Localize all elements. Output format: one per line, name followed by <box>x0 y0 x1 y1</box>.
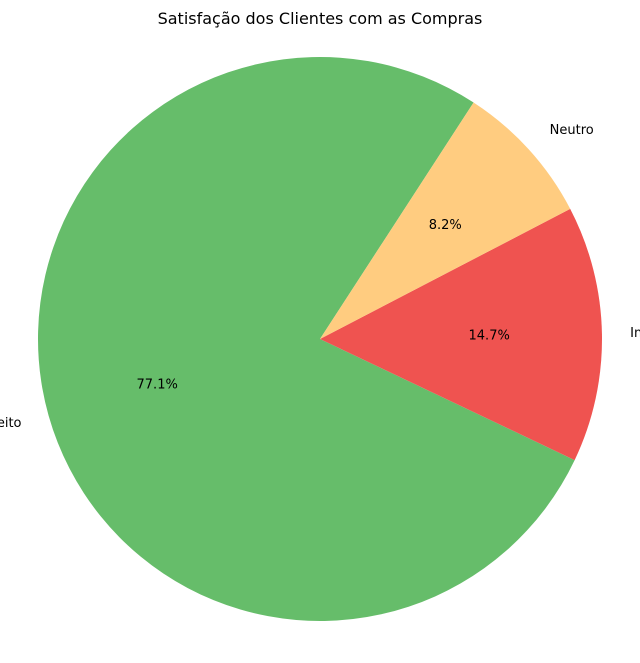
pie-category-label-neutro: Neutro <box>550 123 594 138</box>
pie-percent-label-neutro: 8.2% <box>429 218 462 233</box>
pie-slice-satisfeito <box>38 57 575 621</box>
pie-percent-label-insatisfeito: 14.7% <box>469 328 510 343</box>
pie-category-label-satisfeito: Satisfeito <box>0 416 22 431</box>
pie-slices <box>38 57 602 621</box>
pie-percent-label-satisfeito: 77.1% <box>137 378 178 393</box>
chart-title: Satisfação dos Clientes com as Compras <box>158 9 483 28</box>
pie-category-label-insatisfeito: Insatisfeito <box>630 326 640 341</box>
pie-slice-neutro <box>320 102 571 339</box>
pie-labels: 77.1% Satisfeito 14.7% Insatisfeito 8.2% Neut… <box>0 123 640 431</box>
pie-slice-insatisfeito <box>320 208 602 461</box>
